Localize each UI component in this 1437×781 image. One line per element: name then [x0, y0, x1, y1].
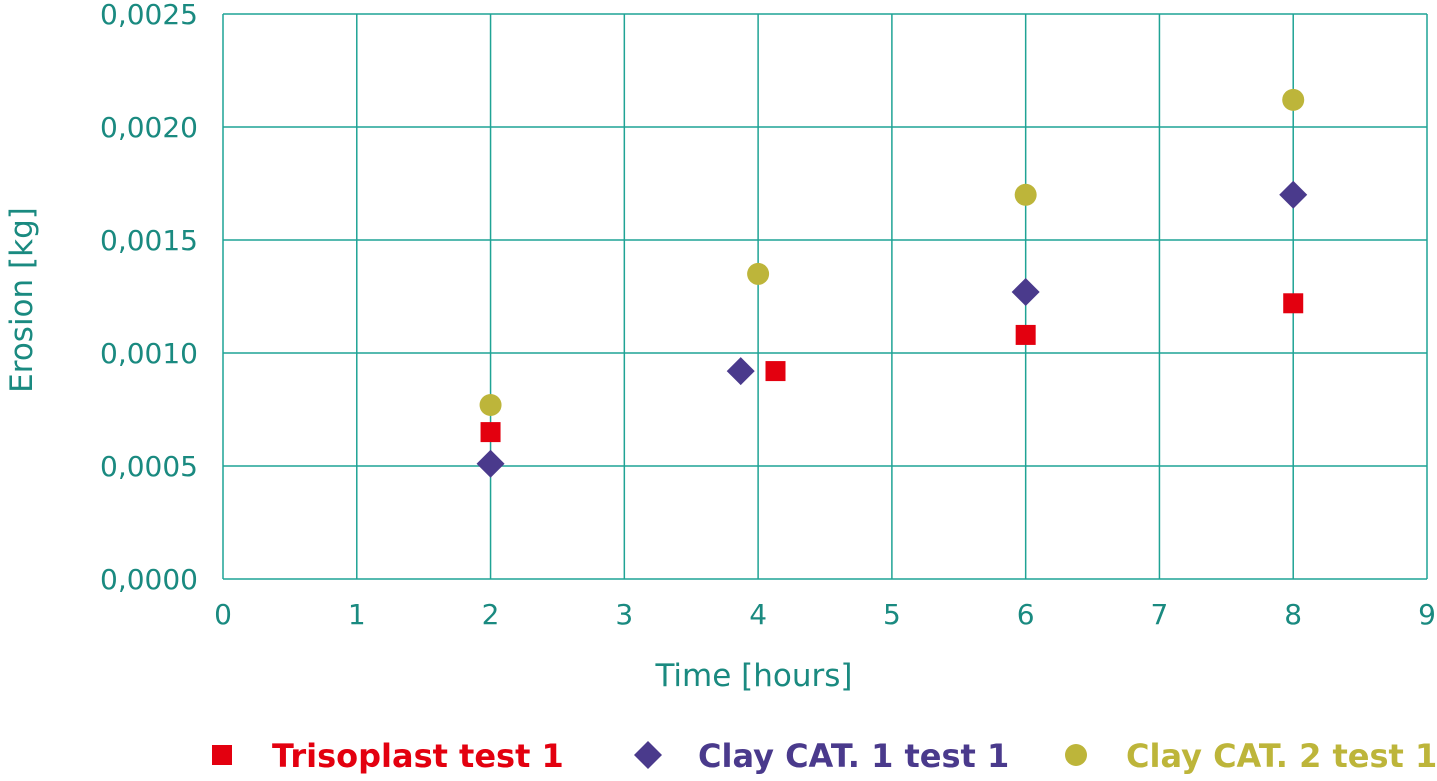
y-tick-label: 0,0015 [100, 224, 198, 257]
legend: Trisoplast test 1 Clay CAT. 1 test 1 Clay … [212, 737, 1437, 775]
data-point [765, 361, 786, 382]
y-axis-label: Erosion [kg] [4, 207, 40, 393]
legend-label: Clay CAT. 1 test 1 [698, 737, 1009, 775]
tick-labels: 0 1 2 3 4 5 6 7 8 9 0,0000 0,0005 0,0010 0,0015 0,0020… [100, 0, 1436, 631]
data-point [1279, 180, 1308, 209]
y-tick-label: 0,0020 [100, 111, 198, 144]
data-point [726, 357, 755, 386]
data-point [476, 449, 505, 478]
legend-label: Trisoplast test 1 [272, 737, 564, 775]
data-point [479, 393, 502, 416]
legend-marker [212, 745, 232, 765]
x-tick-label: 0 [214, 598, 232, 631]
data-point [1011, 277, 1040, 306]
legend-label: Clay CAT. 2 test 1 [1126, 737, 1437, 775]
x-tick-label: 4 [749, 598, 767, 631]
y-tick-label: 0,0025 [100, 0, 198, 31]
grid [222, 13, 1428, 580]
x-tick-label: 7 [1151, 598, 1169, 631]
data-point [480, 422, 501, 443]
y-tick-label: 0,0000 [100, 563, 198, 596]
x-tick-label: 6 [1017, 598, 1035, 631]
x-tick-label: 1 [348, 598, 366, 631]
x-tick-label: 8 [1284, 598, 1302, 631]
y-tick-label: 0,0010 [100, 337, 198, 370]
x-tick-label: 5 [883, 598, 901, 631]
x-tick-label: 3 [615, 598, 633, 631]
data-point [1282, 88, 1305, 111]
data-point [1015, 324, 1036, 345]
data-point [1283, 293, 1304, 314]
x-tick-label: 2 [482, 598, 500, 631]
data-point [1014, 183, 1037, 206]
x-tick-label: 9 [1418, 598, 1436, 631]
legend-marker [634, 741, 662, 769]
legend-marker [1065, 744, 1087, 766]
x-axis-label: Time [hours] [654, 658, 852, 694]
data-point [747, 262, 770, 285]
data-points [476, 88, 1308, 478]
y-tick-label: 0,0005 [100, 450, 198, 483]
